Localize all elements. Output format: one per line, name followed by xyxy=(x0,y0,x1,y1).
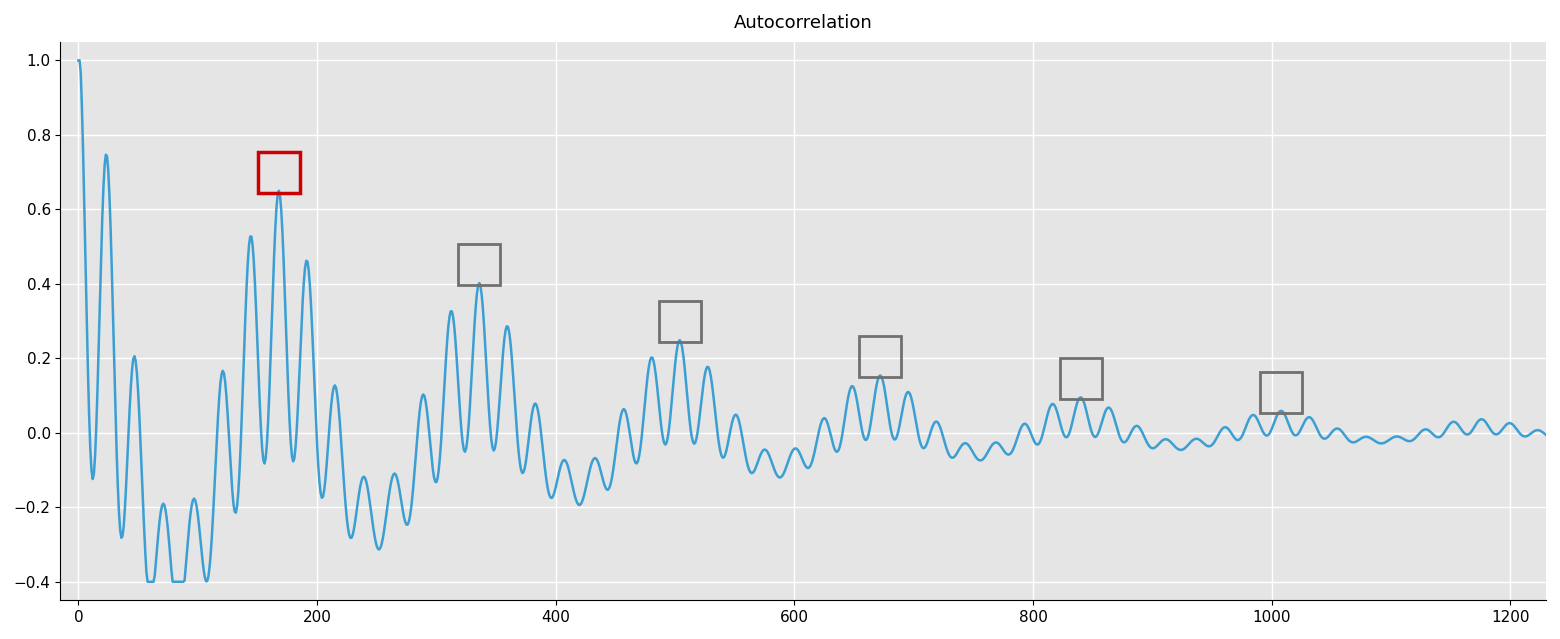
Bar xyxy=(860,336,902,377)
Bar xyxy=(658,301,700,342)
Bar xyxy=(1059,358,1101,399)
Bar xyxy=(459,244,501,285)
Title: Autocorrelation: Autocorrelation xyxy=(733,14,872,32)
Bar xyxy=(1260,372,1303,413)
Bar xyxy=(257,151,300,192)
